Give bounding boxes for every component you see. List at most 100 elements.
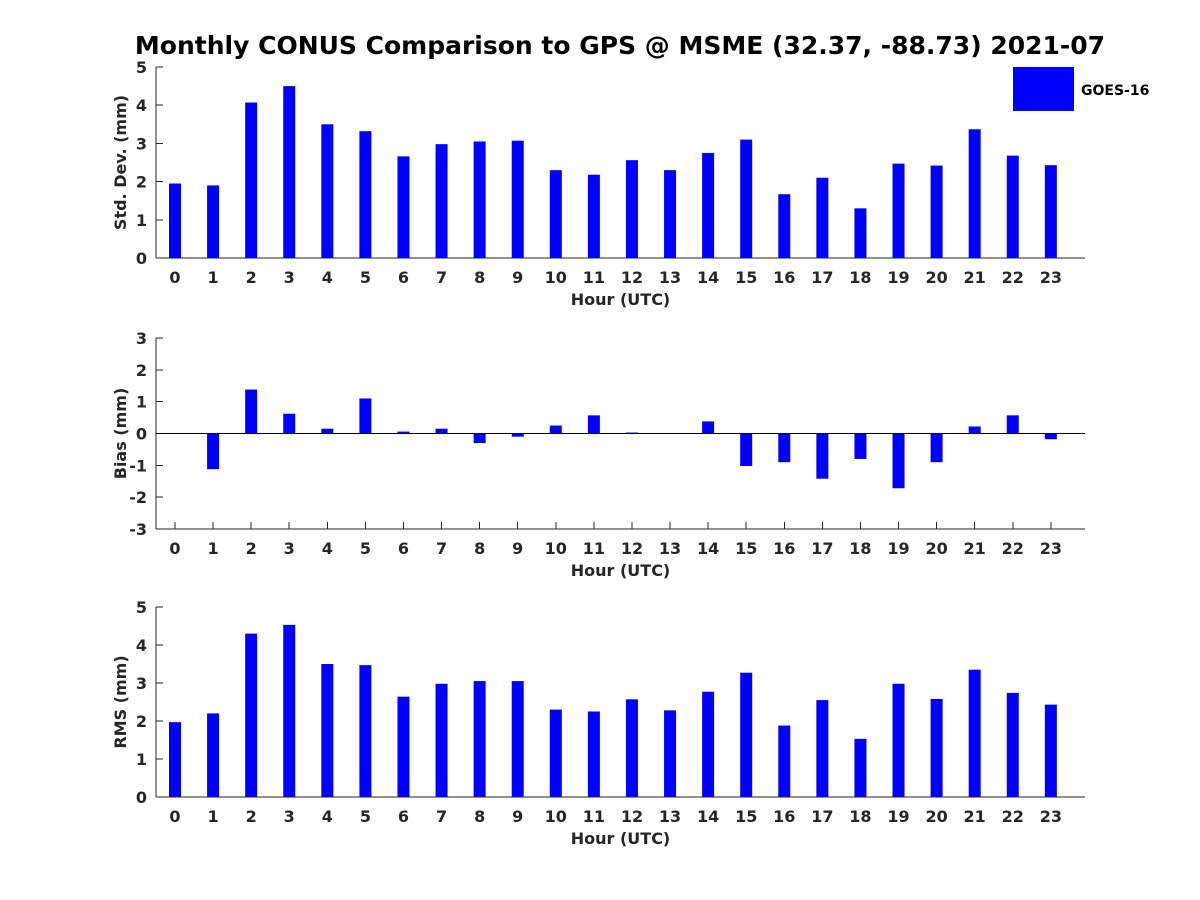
rms-xtick-label: 21 — [964, 807, 986, 826]
bias-xtick-label: 2 — [246, 539, 257, 558]
std-dev-bar-14 — [702, 152, 715, 258]
std-dev-xtick-label: 5 — [360, 268, 371, 287]
rms-bar-5 — [359, 665, 372, 797]
rms-bar-10 — [549, 709, 562, 797]
bias-xtick-label: 21 — [964, 539, 986, 558]
rms-x-axis-label: Hour (UTC) — [571, 829, 671, 848]
rms-bar-18 — [854, 738, 867, 797]
std-dev-xtick-label: 17 — [811, 268, 833, 287]
rms-xtick-label: 6 — [398, 807, 409, 826]
bias-bar-6 — [397, 431, 410, 434]
std-dev-bar-7 — [435, 144, 448, 258]
rms-bar-1 — [207, 713, 220, 797]
rms-bar-12 — [625, 699, 638, 797]
rms-bar-4 — [321, 664, 334, 797]
std-dev-ytick-label: 0 — [136, 249, 147, 268]
bias-bar-22 — [1006, 415, 1019, 434]
rms-xtick-label: 0 — [169, 807, 180, 826]
bias-bar-4 — [321, 428, 334, 434]
rms-ytick-label: 4 — [136, 636, 147, 655]
std-dev-xtick-label: 12 — [621, 268, 643, 287]
bias-bar-16 — [778, 433, 791, 463]
std-dev-bar-4 — [321, 124, 334, 258]
rms-xtick-label: 4 — [322, 807, 333, 826]
bias-bar-23 — [1044, 433, 1057, 440]
std-dev-xtick-label: 10 — [545, 268, 567, 287]
bias-bar-9 — [511, 433, 524, 437]
rms-xtick-label: 3 — [284, 807, 295, 826]
std-dev-y-axis-label: Std. Dev. (mm) — [111, 95, 130, 230]
bias-bar-12 — [625, 432, 638, 434]
bias-y-axis-label: Bias (mm) — [111, 388, 130, 480]
std-dev-xtick-label: 16 — [773, 268, 795, 287]
rms-bar-8 — [473, 681, 486, 797]
bias-bar-8 — [473, 433, 486, 444]
rms-ytick-label: 0 — [136, 788, 147, 807]
rms-bar-3 — [283, 624, 296, 797]
std-dev-xtick-label: 19 — [887, 268, 909, 287]
bias-bar-2 — [245, 389, 258, 434]
rms-xtick-label: 15 — [735, 807, 757, 826]
rms-bar-2 — [245, 633, 258, 797]
bias-xtick-label: 3 — [284, 539, 295, 558]
rms-xtick-label: 7 — [436, 807, 447, 826]
std-dev-xtick-label: 8 — [474, 268, 485, 287]
std-dev-bar-9 — [511, 140, 524, 258]
std-dev-xtick-label: 9 — [512, 268, 523, 287]
rms-bar-21 — [968, 669, 981, 797]
std-dev-bar-15 — [740, 139, 753, 258]
bias-bar-20 — [930, 433, 943, 463]
std-dev-bar-17 — [816, 177, 829, 258]
rms-xtick-label: 12 — [621, 807, 643, 826]
bias-xtick-label: 5 — [360, 539, 371, 558]
rms-xtick-label: 9 — [512, 807, 523, 826]
bias-bar-17 — [816, 433, 829, 479]
rms-xtick-label: 23 — [1040, 807, 1062, 826]
std-dev-bar-20 — [930, 165, 943, 258]
std-dev-xtick-label: 6 — [398, 268, 409, 287]
rms-xtick-label: 13 — [659, 807, 681, 826]
bias-bar-3 — [283, 413, 296, 434]
rms-xtick-label: 20 — [925, 807, 947, 826]
rms-bar-11 — [587, 711, 600, 797]
bias-xtick-label: 14 — [697, 539, 719, 558]
bias-xtick-label: 10 — [545, 539, 567, 558]
std-dev-xtick-label: 2 — [246, 268, 257, 287]
bias-xtick-label: 1 — [208, 539, 219, 558]
bias-ytick-label: -1 — [129, 456, 147, 475]
std-dev-bar-6 — [397, 156, 410, 258]
rms-bar-16 — [778, 725, 791, 797]
std-dev-xtick-label: 0 — [169, 268, 180, 287]
std-dev-bar-2 — [245, 102, 258, 258]
std-dev-xtick-label: 1 — [208, 268, 219, 287]
bias-xtick-label: 17 — [811, 539, 833, 558]
bias-ytick-label: 3 — [136, 329, 147, 348]
rms-xtick-label: 18 — [849, 807, 871, 826]
rms-xtick-label: 1 — [208, 807, 219, 826]
bias-xtick-label: 22 — [1002, 539, 1024, 558]
bias-bar-7 — [435, 428, 448, 434]
legend: GOES-16 — [1013, 67, 1149, 111]
std-dev-bar-3 — [283, 86, 296, 258]
bias-xtick-label: 8 — [474, 539, 485, 558]
rms-xtick-label: 14 — [697, 807, 719, 826]
bias-xtick-label: 13 — [659, 539, 681, 558]
rms-xtick-label: 16 — [773, 807, 795, 826]
bias-x-axis-label: Hour (UTC) — [571, 561, 671, 580]
bias-bar-5 — [359, 398, 372, 434]
bias-ytick-label: 0 — [136, 425, 147, 444]
bias-bar-21 — [968, 426, 981, 434]
std-dev-xtick-label: 15 — [735, 268, 757, 287]
std-dev-bar-19 — [892, 163, 905, 258]
std-dev-xtick-label: 21 — [964, 268, 986, 287]
std-dev-ytick-label: 2 — [136, 173, 147, 192]
std-dev-bar-21 — [968, 129, 981, 258]
rms-ytick-label: 1 — [136, 750, 147, 769]
std-dev-bar-8 — [473, 141, 486, 258]
std-dev-xtick-label: 3 — [284, 268, 295, 287]
rms-y-axis-label: RMS (mm) — [111, 655, 130, 748]
bias-bar-14 — [702, 421, 715, 434]
rms-bar-6 — [397, 696, 410, 797]
